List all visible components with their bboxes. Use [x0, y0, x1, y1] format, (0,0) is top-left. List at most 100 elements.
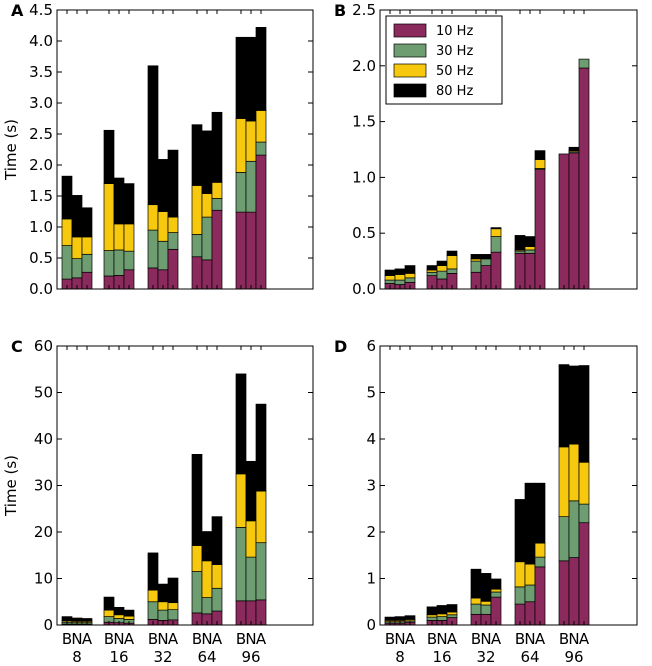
bar-10hz-32-a	[490, 251, 502, 290]
bar-30hz-32-b	[470, 260, 482, 273]
bar-50hz-8-n	[394, 274, 406, 281]
bar-50hz-16-b	[103, 183, 115, 251]
x-member-label: N	[568, 630, 579, 648]
bar-80hz-8-b	[61, 175, 73, 220]
bar-30hz-64-a	[534, 556, 546, 568]
bar-30hz-64-b	[514, 586, 526, 605]
bar-10hz-32-a	[167, 248, 179, 290]
bar-80hz-8-n	[394, 616, 406, 621]
plot-frame	[379, 345, 638, 626]
bar-30hz-32-n	[480, 604, 492, 615]
legend-swatch	[393, 83, 427, 98]
bar-30hz-96-a	[255, 542, 267, 601]
bar-80hz-8-n	[71, 617, 83, 622]
bar-30hz-64-b	[191, 234, 203, 258]
x-member-label: B	[104, 630, 114, 648]
bar-30hz-96-b	[235, 526, 247, 602]
bar-80hz-64-n	[524, 482, 536, 565]
panel-letter: C	[11, 337, 23, 356]
x-member-label: B	[515, 630, 525, 648]
bar-30hz-32-b	[470, 603, 482, 615]
bar-50hz-16-n	[113, 614, 125, 619]
legend-swatch	[393, 23, 427, 38]
x-group-label: 96	[241, 648, 260, 666]
bar-30hz-32-a	[490, 591, 502, 598]
bar-50hz-96-b	[558, 446, 570, 517]
bar-10hz-96-b	[558, 153, 570, 290]
bar-10hz-64-n	[524, 252, 536, 290]
y-tick-label: 0	[43, 616, 53, 634]
y-tick-label: 4.5	[29, 1, 53, 19]
x-member-label: B	[62, 630, 72, 648]
x-member-label: N	[480, 630, 491, 648]
panel-b: 0.0 0.5 1.0 1.5 2.0 2.5 B 10 Hz 30 Hz 50 Hz 80 Hz	[334, 1, 638, 298]
bar-50hz-32-a	[490, 228, 502, 237]
bar-50hz-64-b	[191, 185, 203, 235]
bar-80hz-96-a	[255, 27, 267, 111]
bar-80hz-8-b	[384, 616, 396, 621]
panel-letter: B	[334, 1, 346, 20]
x-member-label: A	[82, 630, 93, 648]
y-tick-label: 4	[366, 430, 376, 448]
bar-50hz-8-a	[404, 273, 416, 279]
bar-30hz-96-n	[245, 556, 257, 602]
bar-80hz-8-a	[81, 207, 93, 238]
bar-80hz-32-b	[147, 552, 159, 591]
legend: 10 Hz 30 Hz 50 Hz 80 Hz	[385, 15, 503, 105]
x-group-label: 8	[72, 648, 82, 666]
bar-30hz-16-b	[426, 271, 438, 276]
bar-50hz-32-b	[470, 597, 482, 605]
bar-50hz-32-b	[147, 204, 159, 231]
y-axis-title: Time (s)	[2, 455, 20, 517]
x-member-label: N	[201, 630, 212, 648]
y-tick-label: 2.5	[352, 1, 376, 19]
y-tick-label: 0.0	[352, 280, 376, 298]
x-member-label: A	[405, 630, 416, 648]
bar-80hz-64-a	[534, 150, 546, 160]
bar-10hz-32-a	[490, 596, 502, 626]
bar-10hz-96-b	[235, 211, 247, 290]
bar-50hz-64-n	[524, 563, 536, 586]
bar-30hz-16-b	[426, 616, 438, 621]
bar-80hz-8-a	[404, 265, 416, 274]
y-tick-label: 1.0	[29, 218, 53, 236]
y-tick-label: 40	[34, 430, 53, 448]
x-group-label: 32	[153, 648, 172, 666]
bar-30hz-96-n	[245, 160, 257, 213]
y-tick-label: 2.0	[29, 156, 53, 174]
bar-10hz-64-a	[211, 209, 223, 290]
bar-80hz-16-a	[123, 183, 135, 225]
y-tick-label: 6	[366, 337, 376, 355]
y-tick-label: 4.0	[29, 32, 53, 50]
y-tick-label: 5	[366, 384, 376, 402]
bar-80hz-32-n	[480, 573, 492, 602]
bar-80hz-16-n	[113, 606, 125, 616]
plot-frame	[56, 345, 314, 626]
legend-label: 80 Hz	[436, 84, 473, 99]
bar-80hz-32-a	[167, 149, 179, 218]
bar-30hz-32-a	[167, 609, 179, 621]
x-member-label: N	[524, 630, 535, 648]
y-tick-label: 20	[34, 523, 53, 541]
legend-label: 30 Hz	[436, 44, 473, 59]
bar-10hz-96-n	[568, 152, 580, 290]
bar-50hz-64-a	[211, 182, 223, 199]
bar-50hz-8-n	[71, 236, 83, 259]
panel-letter: D	[334, 337, 347, 356]
bar-80hz-16-b	[426, 265, 438, 271]
y-tick-label: 0.5	[352, 224, 376, 242]
bar-80hz-8-a	[404, 615, 416, 620]
bar-30hz-96-a	[255, 141, 267, 156]
y-tick-label: 3.0	[29, 94, 53, 112]
y-tick-label: 0.0	[29, 280, 53, 298]
bar-50hz-96-n	[245, 520, 257, 558]
y-tick-label: 0	[366, 616, 376, 634]
x-member-label: N	[245, 630, 256, 648]
bar-30hz-16-n	[113, 249, 125, 276]
bar-30hz-64-n	[201, 216, 213, 261]
bar-80hz-16-b	[103, 596, 115, 611]
bar-30hz-32-n	[157, 609, 169, 621]
bar-50hz-16-b	[103, 609, 115, 617]
bar-50hz-32-a	[167, 216, 179, 233]
